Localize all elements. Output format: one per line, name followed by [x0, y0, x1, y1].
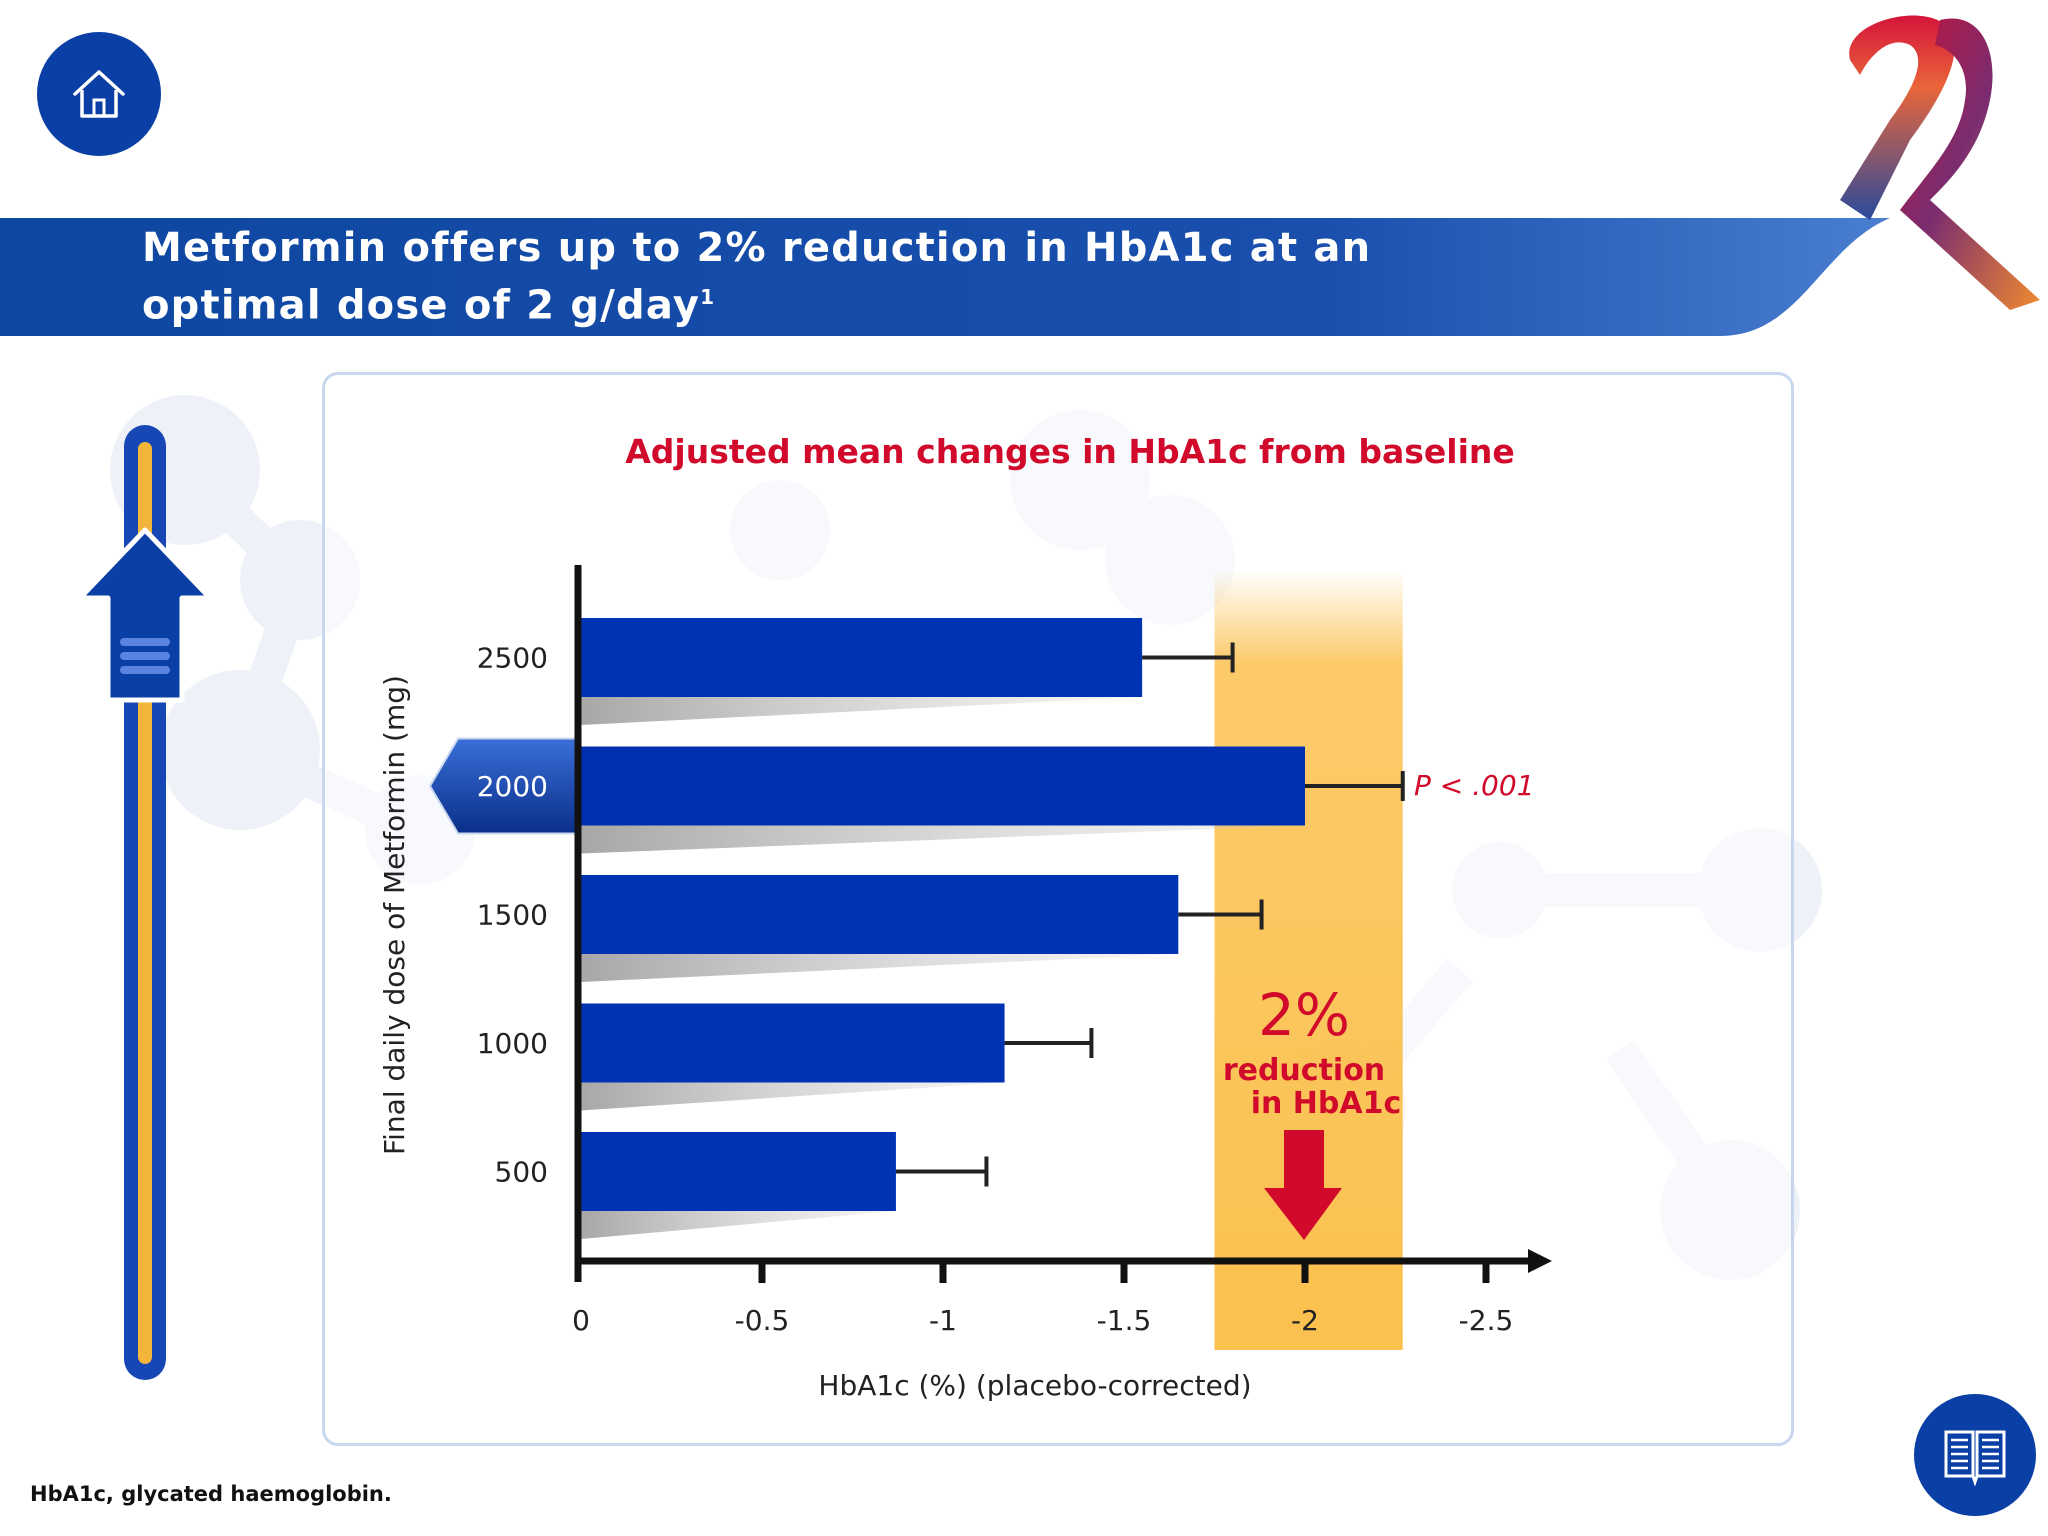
home-icon — [73, 70, 125, 118]
x-tick-label: -2 — [1291, 1304, 1319, 1337]
bar-1000 — [581, 1003, 1005, 1083]
x-tick-label: 0 — [572, 1304, 590, 1337]
bar-2000 — [581, 746, 1305, 826]
x-tick-label: -1 — [929, 1304, 957, 1337]
x-tick-label: -0.5 — [735, 1304, 790, 1337]
reduction-value: 2% — [1258, 981, 1350, 1049]
x-axis-arrowhead — [1528, 1249, 1552, 1273]
p-value-annotation: P < .001 — [1414, 769, 1535, 802]
y-tick-label-1000: 1000 — [477, 1027, 548, 1060]
down-arrow-icon — [1264, 1130, 1342, 1240]
references-button[interactable] — [1914, 1394, 2036, 1516]
page-title-line1: Metformin offers up to 2% reduction in H… — [142, 225, 1372, 271]
bar-shadow — [581, 1211, 896, 1239]
y-tick-label-2500: 2500 — [477, 642, 548, 675]
chart-title: Adjusted mean changes in HbA1c from base… — [625, 432, 1515, 471]
home-button[interactable] — [37, 32, 161, 156]
y-axis-label: Final daily dose of Metformin (mg) — [378, 675, 411, 1155]
reduction-label-line1: reduction — [1223, 1053, 1385, 1088]
bar-shadow — [581, 1082, 1005, 1111]
bar-500 — [581, 1132, 896, 1211]
page-title-line2: optimal dose of 2 g/day — [142, 282, 701, 329]
y-tick-label-1500: 1500 — [477, 899, 548, 932]
bar-shadow — [581, 697, 1143, 725]
bar-shadow — [581, 825, 1305, 854]
x-tick-label: -1.5 — [1097, 1304, 1152, 1337]
footnote: HbA1c, glycated haemoglobin. — [30, 1482, 392, 1506]
page-title: Metformin offers up to 2% reduction in H… — [142, 224, 1442, 330]
up-arrow-icon — [77, 527, 213, 703]
reduction-label-line2: in HbA1c — [1251, 1086, 1402, 1121]
x-axis-label: HbA1c (%) (placebo-corrected) — [818, 1369, 1251, 1402]
dose-slider[interactable] — [70, 420, 230, 1380]
bar-shadow — [581, 954, 1179, 982]
awareness-ribbon-icon — [1840, 15, 2040, 310]
y-tick-label-2000: 2000 — [477, 770, 548, 803]
bar-1500 — [581, 875, 1179, 954]
bar-2500 — [581, 618, 1143, 697]
x-tick-label: -2.5 — [1459, 1304, 1514, 1337]
book-icon — [1944, 1430, 2006, 1486]
page-title-reference: 1 — [700, 285, 716, 309]
title-banner — [0, 218, 1890, 336]
y-tick-label-500: 500 — [495, 1156, 548, 1189]
